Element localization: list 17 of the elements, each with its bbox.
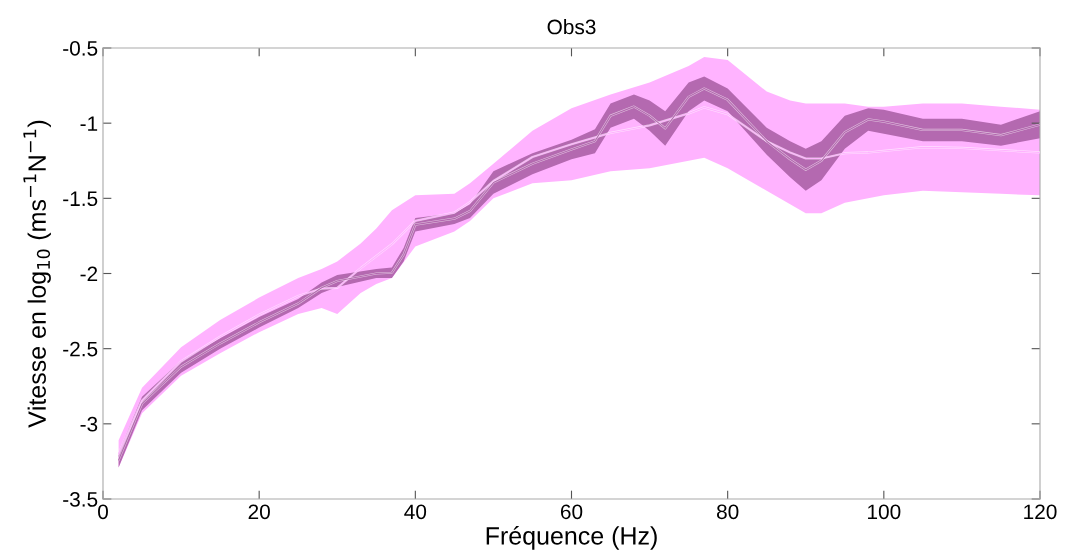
y-tick-label: -1 xyxy=(80,116,98,131)
x-tick-label: 60 xyxy=(560,504,583,520)
x-tick-label: 80 xyxy=(716,504,739,520)
y-tick-label: -2.5 xyxy=(63,341,98,357)
y-axis-title: Vitesse en log$_{10}$ (ms$^{−1}$N$^{−1}$) xyxy=(23,120,51,428)
x-tick-label: 120 xyxy=(1024,504,1057,520)
x-tick-label: 0 xyxy=(98,504,108,520)
y-tick-label: -3 xyxy=(80,416,98,432)
x-tick-label: 100 xyxy=(868,504,901,520)
x-axis-title: Fréquence (Hz) xyxy=(486,526,657,550)
y-tick-label: -3.5 xyxy=(63,492,98,507)
y-tick-label: -1.5 xyxy=(63,191,98,207)
y-tick-label: -0.5 xyxy=(63,41,98,56)
x-tick-label: 40 xyxy=(404,504,427,520)
chart-title: Obs3 xyxy=(547,19,596,35)
x-tick-label: 20 xyxy=(248,504,270,520)
y-tick-label: -2 xyxy=(80,266,98,282)
